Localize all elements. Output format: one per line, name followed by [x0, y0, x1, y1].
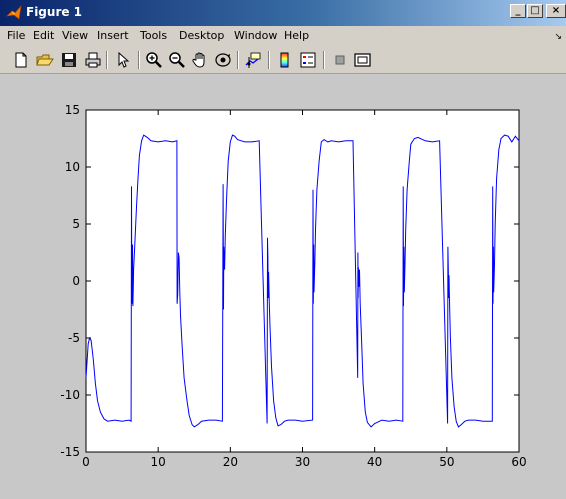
zoom-out-icon[interactable]: [168, 51, 186, 69]
x-tick-label: 30: [295, 455, 310, 469]
title-bar[interactable]: Figure 1 _ □ ×: [0, 0, 566, 26]
y-tick-label: -10: [60, 388, 80, 402]
toolbar-separator: [138, 51, 140, 69]
minimize-icon: _: [515, 5, 521, 16]
y-tick-label: -5: [68, 331, 80, 345]
minimize-button[interactable]: _: [510, 4, 526, 18]
x-tick-label: 40: [367, 455, 382, 469]
insert-colorbar-icon[interactable]: [276, 51, 294, 69]
hide-plot-tools-icon[interactable]: [331, 51, 349, 69]
maximize-button[interactable]: □: [527, 4, 543, 18]
x-tick-label: 20: [223, 455, 238, 469]
toolbar-separator: [323, 51, 325, 69]
matlab-logo-icon: [6, 5, 22, 20]
y-tick-label: 10: [65, 160, 80, 174]
save-icon[interactable]: [60, 51, 78, 69]
window-title: Figure 1: [26, 5, 83, 19]
zoom-in-icon[interactable]: [145, 51, 163, 69]
x-tick-label: 50: [439, 455, 454, 469]
figure-canvas: 0 10 20 30 40 50 60 15 10 5 0 -5 -10 -15: [0, 74, 566, 499]
show-plot-tools-icon[interactable]: [353, 51, 371, 69]
pan-hand-icon[interactable]: [191, 51, 209, 69]
menu-view[interactable]: View: [62, 29, 89, 42]
toolbar-separator: [268, 51, 270, 69]
x-tick-label: 0: [82, 455, 90, 469]
figure-toolbar: [0, 46, 566, 74]
y-tick-label: -15: [60, 445, 80, 459]
x-tick-label: 10: [151, 455, 166, 469]
y-tick-label: 5: [72, 217, 80, 231]
tick-layer: [85, 109, 520, 453]
print-icon[interactable]: [84, 51, 102, 69]
new-figure-icon[interactable]: [12, 51, 30, 69]
menu-overflow-arrow-icon[interactable]: ↘: [554, 32, 562, 42]
menu-window[interactable]: Window: [234, 29, 278, 42]
menu-insert[interactable]: Insert: [97, 29, 129, 42]
data-cursor-icon[interactable]: [244, 51, 262, 69]
menu-tools[interactable]: Tools: [140, 29, 168, 42]
y-tick-label: 0: [72, 274, 80, 288]
edit-plot-arrow-icon[interactable]: [114, 51, 132, 69]
menu-bar: File Edit View Insert Tools Desktop Wind…: [0, 26, 566, 46]
y-tick-label: 15: [65, 103, 80, 117]
menu-edit[interactable]: Edit: [33, 29, 55, 42]
open-file-icon[interactable]: [36, 51, 54, 69]
close-icon: ×: [551, 5, 561, 16]
rotate-3d-icon[interactable]: [214, 51, 232, 69]
insert-legend-icon[interactable]: [299, 51, 317, 69]
x-tick-label: 60: [511, 455, 526, 469]
toolbar-separator: [106, 51, 108, 69]
menu-desktop[interactable]: Desktop: [179, 29, 225, 42]
menu-file[interactable]: File: [7, 29, 26, 42]
menu-help[interactable]: Help: [284, 29, 310, 42]
series-line: [85, 134, 520, 428]
toolbar-separator: [237, 51, 239, 69]
close-button[interactable]: ×: [546, 4, 566, 18]
maximize-icon: □: [530, 5, 540, 16]
